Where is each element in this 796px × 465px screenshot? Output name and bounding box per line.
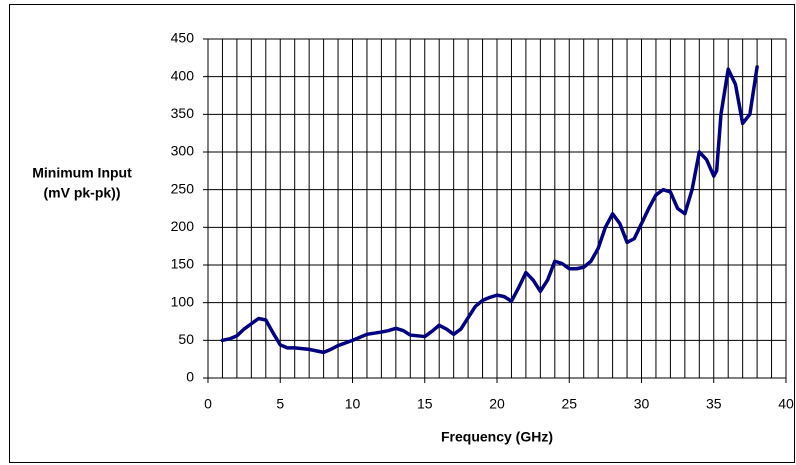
x-tick-label: 15 — [417, 396, 433, 412]
x-tick-label: 0 — [204, 396, 212, 412]
y-tick-label: 50 — [178, 331, 194, 347]
x-tick-label: 30 — [634, 396, 650, 412]
y-tick-label: 150 — [171, 256, 195, 272]
data-line — [220, 65, 759, 355]
y-tick-label: 100 — [171, 293, 195, 309]
x-axis-label: Frequency (GHz) — [441, 429, 553, 445]
x-tick-label: 10 — [345, 396, 361, 412]
x-tick-label: 5 — [276, 396, 284, 412]
x-tick-label: 35 — [706, 396, 722, 412]
x-tick-label: 25 — [561, 396, 577, 412]
y-tick-label: 200 — [171, 218, 195, 234]
x-tick-label: 40 — [778, 396, 794, 412]
y-tick-label: 350 — [171, 105, 195, 121]
chart-frame — [9, 4, 795, 463]
y-tick-label: 300 — [171, 143, 195, 159]
y-axis-label: Minimum Input — [32, 165, 132, 181]
y-tick-label: 250 — [171, 180, 195, 196]
x-tick-label: 20 — [489, 396, 505, 412]
plot-area — [207, 38, 787, 379]
y-tick-label: 450 — [171, 30, 195, 46]
y-axis-label: (mV pk-pk)) — [44, 185, 121, 201]
y-tick-label: 0 — [186, 369, 194, 385]
y-tick-label: 400 — [171, 67, 195, 83]
